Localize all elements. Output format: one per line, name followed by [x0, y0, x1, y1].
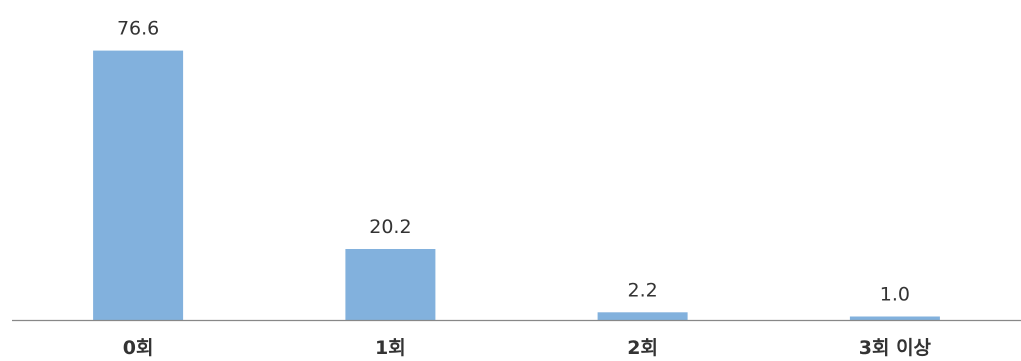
bar-1 [345, 249, 436, 320]
bar-3 [849, 316, 940, 320]
data-label-3: 1.0 [880, 284, 910, 306]
category-label-3: 3회 이상 [859, 337, 932, 359]
data-label-0: 76.6 [117, 18, 159, 40]
bars-group [93, 50, 940, 320]
category-labels-group: 0회 1회 2회 3회 이상 [123, 337, 932, 359]
category-label-0: 0회 [123, 337, 154, 359]
data-label-1: 20.2 [369, 216, 411, 238]
category-label-1: 1회 [375, 337, 406, 359]
data-label-2: 2.2 [627, 279, 657, 301]
value-labels-group: 76.6 20.2 2.2 1.0 [117, 18, 910, 306]
bar-2 [597, 312, 688, 320]
category-label-2: 2회 [627, 337, 658, 359]
bar-0 [93, 50, 184, 320]
